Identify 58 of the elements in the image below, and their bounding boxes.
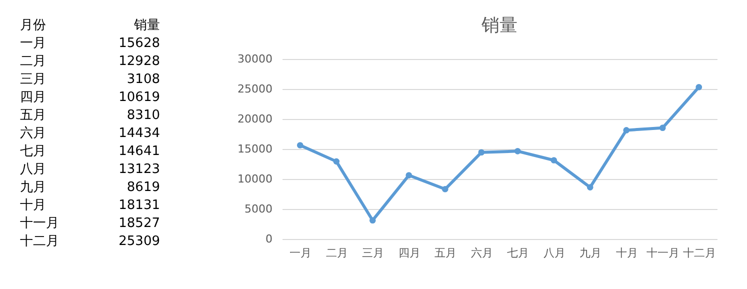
point (586, 184, 594, 190)
data-label: 12928 (118, 54, 160, 69)
category-label: 九月 (20, 180, 46, 195)
category-label: 六月 (20, 126, 46, 141)
data-label: 18527 (118, 216, 160, 231)
data-label: 10619 (118, 90, 160, 105)
data-label: 8619 (126, 180, 160, 195)
y-tick-label: 25000 (238, 82, 272, 96)
x-tick-label: 十一月 (646, 246, 680, 260)
data-label: 8310 (126, 108, 160, 123)
x-tick-label: 四月 (398, 246, 420, 260)
text: 销量 (133, 18, 160, 33)
category-label: 十一月 (20, 216, 59, 231)
x-tick-label: 二月 (326, 246, 348, 260)
point (696, 84, 702, 90)
x-tick-label: 六月 (470, 246, 493, 260)
chart-title: 销量 (480, 15, 518, 36)
x-tick-label: 九月 (580, 246, 602, 260)
data-label: 14434 (118, 126, 160, 141)
point (333, 158, 340, 165)
point (659, 124, 666, 131)
data-label: 15628 (118, 36, 160, 51)
x-tick-label: 三月 (362, 246, 384, 260)
y-tick-label: 20000 (238, 112, 272, 126)
point (369, 217, 376, 224)
x-tick-label: 八月 (543, 246, 566, 260)
x-tick-label: 七月 (507, 246, 530, 260)
text: 月份 (20, 18, 46, 33)
x-tick-label: 十月 (616, 246, 638, 260)
point (296, 142, 304, 148)
point (550, 157, 558, 164)
data-label: 3108 (126, 72, 160, 87)
category-label: 七月 (20, 144, 46, 159)
category-label: 四月 (20, 90, 46, 105)
x-tick-label: 五月 (434, 246, 457, 260)
point (442, 186, 448, 192)
point (406, 172, 412, 178)
y-tick-label: 10000 (238, 172, 272, 186)
y-tick-label: 30000 (238, 52, 272, 66)
y-tick-label: 15000 (238, 142, 272, 156)
data-label: 18131 (118, 198, 160, 213)
category-label: 八月 (20, 162, 46, 177)
category-label: 二月 (20, 54, 46, 69)
category-label: 三月 (20, 72, 46, 87)
category-label: 一月 (20, 36, 46, 51)
data-label: 13123 (118, 162, 160, 177)
x-tick-label: 十二月 (682, 246, 716, 260)
data-label: 14641 (118, 144, 160, 159)
data-label: 25309 (118, 234, 160, 249)
point (623, 127, 630, 134)
category-label: 五月 (20, 108, 46, 123)
category-label: 十月 (20, 198, 46, 213)
point (514, 148, 521, 154)
category-label: 十二月 (20, 234, 59, 249)
point (478, 149, 485, 156)
x-tick-label: 一月 (290, 246, 312, 260)
y-tick-label: 0 (266, 232, 272, 246)
y-tick-label: 5000 (244, 202, 272, 216)
